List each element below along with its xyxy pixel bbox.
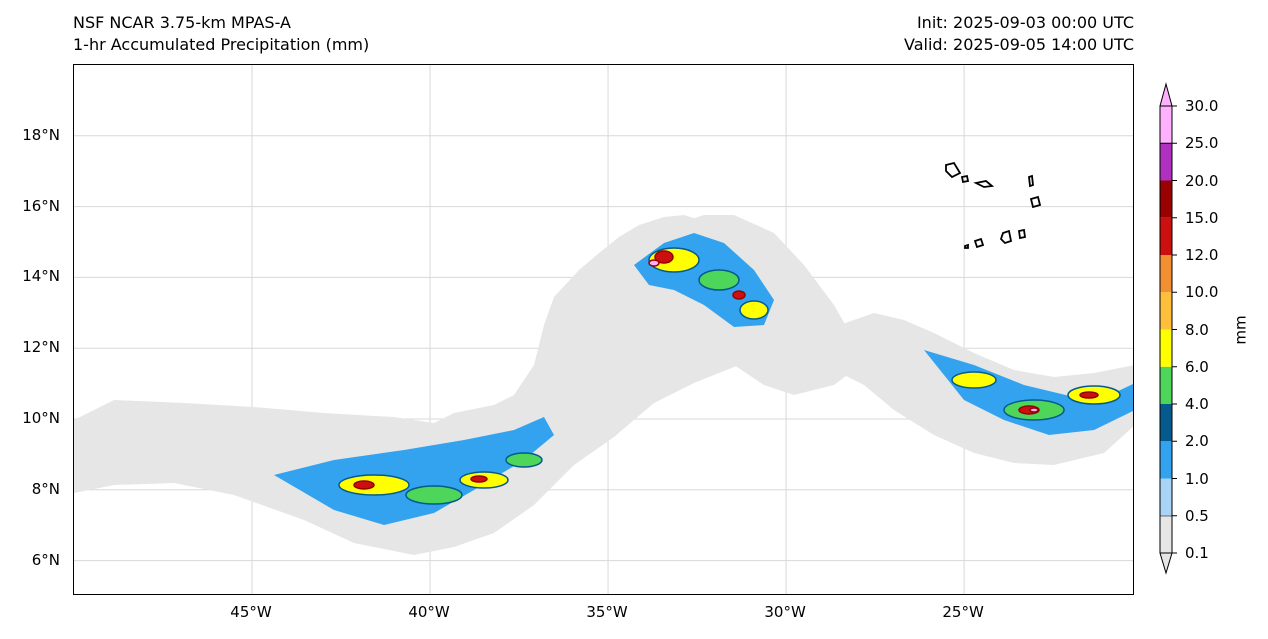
colorbar-segment xyxy=(1160,143,1172,181)
time-info: Init: 2025-09-03 00:00 UTC Valid: 2025-0… xyxy=(904,12,1134,56)
island-maio xyxy=(1017,228,1027,240)
colorbar-level-label: 10.0 xyxy=(1185,283,1219,302)
colorbar-segment xyxy=(1160,441,1172,479)
colorbar-level-label: 15.0 xyxy=(1185,208,1219,227)
cape-verde-islands xyxy=(945,161,1042,249)
lat-tick-label: 6°N xyxy=(31,550,60,569)
island-sao-nicolau xyxy=(973,180,995,188)
island-sal xyxy=(1028,174,1034,188)
map-canvas xyxy=(74,65,1133,594)
colorbar-level-label: 12.0 xyxy=(1185,246,1219,264)
lon-tick-label: 35°W xyxy=(586,603,628,621)
colorbar-level-label: 8.0 xyxy=(1185,320,1209,339)
eastern-core-band xyxy=(924,350,1133,435)
colorbar-segment xyxy=(1159,515,1173,575)
colorbar-segment xyxy=(1160,404,1172,442)
valid-time: Valid: 2025-09-05 14:00 UTC xyxy=(903,35,1134,54)
map-title: NSF NCAR 3.75-km MPAS-A 1-hr Accumulated… xyxy=(73,12,369,56)
island-santo-antao xyxy=(945,161,962,179)
colorbar-level-label: 0.5 xyxy=(1185,506,1209,525)
western-rain-band xyxy=(74,215,794,555)
model-name: NSF NCAR 3.75-km MPAS-A xyxy=(73,13,291,32)
colorbar-level-label: 20.0 xyxy=(1185,171,1219,190)
lat-tick-label: 14°N xyxy=(22,267,60,286)
colorbar-segment xyxy=(1160,366,1172,404)
colorbar-segment xyxy=(1160,180,1172,218)
island-sao-vicente xyxy=(960,174,970,184)
island-fogo xyxy=(973,237,985,249)
western-core-band xyxy=(274,417,554,525)
colorbar-segment xyxy=(1160,478,1172,516)
colorbar-segment xyxy=(1160,329,1172,367)
colorbar-level-label: 30.0 xyxy=(1185,97,1219,115)
precipitation-map xyxy=(73,64,1134,595)
colorbar-level-label: 2.0 xyxy=(1185,432,1209,451)
lon-tick-label: 45°W xyxy=(230,603,272,621)
colorbar-unit: mm xyxy=(1231,315,1250,345)
colorbar-level-label: 1.0 xyxy=(1185,469,1209,488)
lat-tick-label: 10°N xyxy=(22,409,60,427)
lon-tick-label: 30°W xyxy=(764,603,806,621)
colorbar-segment xyxy=(1159,82,1173,144)
island-brava xyxy=(964,243,969,249)
colorbar-level-label: 4.0 xyxy=(1185,395,1209,413)
colorbar-segment xyxy=(1160,255,1172,293)
island-boa-vista xyxy=(1029,195,1042,209)
lat-tick-label: 18°N xyxy=(22,125,60,144)
lon-tick-label: 40°W xyxy=(408,603,450,621)
colorbar xyxy=(1159,82,1177,575)
lat-tick-label: 12°N xyxy=(22,338,60,357)
island-santiago xyxy=(999,229,1013,245)
colorbar-level-label: 25.0 xyxy=(1185,134,1219,153)
extreme-precip-cells xyxy=(353,250,1099,490)
lon-tick-label: 25°W xyxy=(942,603,984,621)
colorbar-segment xyxy=(1160,217,1172,255)
colorbar-level-label: 0.1 xyxy=(1185,544,1209,562)
colorbar-level-label: 6.0 xyxy=(1185,357,1209,376)
init-time: Init: 2025-09-03 00:00 UTC xyxy=(916,13,1134,32)
lat-tick-label: 16°N xyxy=(22,196,60,215)
field-name: 1-hr Accumulated Precipitation (mm) xyxy=(73,35,370,54)
lat-tick-label: 8°N xyxy=(31,479,60,498)
colorbar-segment xyxy=(1160,292,1172,330)
